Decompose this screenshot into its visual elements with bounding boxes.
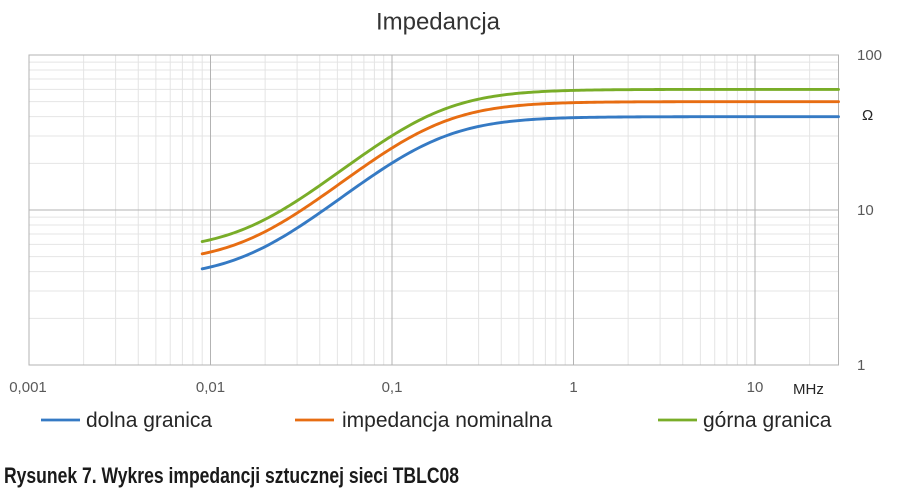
svg-text:Rysunek 7. Wykres impedancji s: Rysunek 7. Wykres impedancji sztucznej s…: [4, 463, 459, 488]
svg-text:0,001: 0,001: [9, 379, 47, 396]
svg-text:1: 1: [569, 379, 577, 396]
svg-text:10: 10: [747, 379, 764, 396]
svg-text:10: 10: [857, 202, 874, 219]
svg-text:0,01: 0,01: [196, 379, 225, 396]
svg-text:1: 1: [857, 357, 865, 374]
svg-text:100: 100: [857, 47, 882, 64]
svg-text:impedancja nominalna: impedancja nominalna: [342, 409, 552, 432]
svg-text:0,1: 0,1: [382, 379, 403, 396]
svg-text:Ω: Ω: [862, 107, 873, 124]
svg-text:górna granica: górna granica: [703, 409, 832, 432]
svg-text:MHz: MHz: [793, 381, 824, 398]
svg-text:dolna granica: dolna granica: [86, 409, 212, 432]
svg-text:Impedancja: Impedancja: [376, 9, 501, 36]
